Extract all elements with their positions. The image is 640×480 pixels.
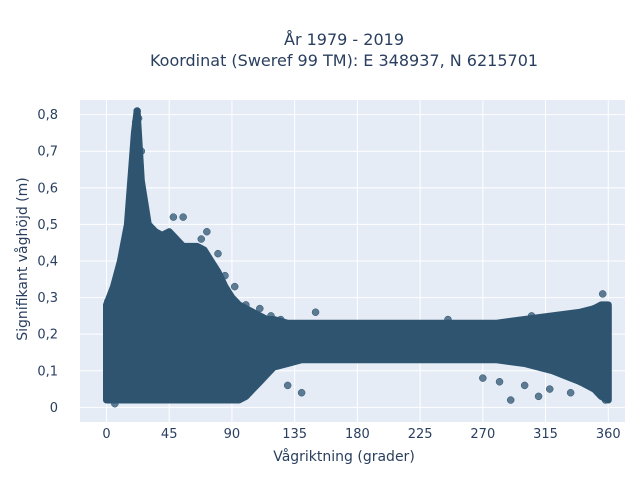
y-tick-label: 0: [50, 401, 58, 416]
data-point: [230, 282, 239, 291]
chart-title-line-2: Koordinat (Sweref 99 TM): E 348937, N 62…: [150, 51, 538, 70]
y-tick-label: 0,2: [37, 328, 58, 343]
data-point: [133, 107, 141, 115]
y-axis-title: Signifikant våghöjd (m): [14, 177, 31, 340]
data-point: [444, 315, 452, 324]
x-tick-labels: 0 45 90 135 180 225 270 315 360: [102, 427, 620, 442]
data-point: [576, 378, 585, 386]
y-tick-label: 0,7: [37, 145, 58, 160]
x-tick-label: 45: [161, 427, 178, 442]
data-point: [203, 227, 211, 236]
data-point: [534, 392, 543, 401]
data-point: [283, 381, 292, 390]
data-point: [346, 326, 355, 335]
x-tick-label: 0: [102, 427, 110, 442]
data-point: [119, 271, 127, 280]
chart-title-line-1: År 1979 - 2019: [284, 30, 404, 49]
data-point: [598, 290, 607, 298]
data-point: [132, 118, 140, 126]
data-point: [590, 304, 599, 313]
data-point: [566, 388, 575, 397]
data-point: [104, 297, 112, 305]
x-tick-label: 270: [470, 427, 495, 442]
data-point: [242, 301, 250, 309]
data-point: [115, 293, 123, 302]
data-point: [381, 337, 390, 346]
data-point: [423, 341, 431, 349]
data-point: [169, 213, 178, 221]
y-tick-label: 0,8: [37, 108, 58, 123]
x-tick-label: 360: [596, 427, 621, 442]
y-tick-labels: 0 0,1 0,2 0,3 0,4 0,5 0,6 0,7 0,8: [37, 108, 58, 416]
data-point: [601, 396, 610, 404]
data-point: [402, 330, 410, 338]
data-point: [267, 312, 275, 320]
x-tick-label: 135: [282, 427, 307, 442]
data-point: [506, 396, 515, 404]
y-tick-label: 0,1: [37, 364, 58, 379]
x-tick-label: 315: [533, 427, 558, 442]
data-point: [495, 378, 504, 386]
data-point: [332, 337, 341, 346]
data-point: [179, 213, 187, 221]
x-axis-title: Vågriktning (grader): [273, 448, 415, 465]
x-tick-label: 90: [224, 427, 241, 442]
data-point: [479, 374, 487, 382]
data-point: [297, 388, 306, 397]
data-point: [106, 385, 115, 393]
x-tick-label: 225: [408, 427, 433, 442]
y-tick-label: 0,6: [37, 181, 58, 196]
data-point: [360, 334, 369, 342]
y-tick-label: 0,5: [37, 218, 58, 233]
data-point: [555, 359, 564, 368]
data-point: [197, 235, 206, 243]
data-point: [311, 308, 320, 316]
data-point: [527, 312, 536, 320]
data-point: [137, 147, 146, 155]
x-tick-label: 180: [345, 427, 370, 442]
data-point: [256, 304, 264, 313]
y-tick-label: 0,3: [37, 291, 58, 306]
data-points: [104, 107, 610, 408]
data-point: [214, 249, 222, 258]
data-point: [520, 381, 529, 390]
y-tick-label: 0,4: [37, 255, 58, 270]
data-point: [221, 271, 229, 280]
data-point: [276, 315, 285, 324]
data-point: [136, 162, 144, 170]
data-point: [583, 330, 592, 338]
data-point: [111, 399, 119, 408]
data-point: [545, 385, 554, 393]
data-point: [465, 334, 473, 342]
